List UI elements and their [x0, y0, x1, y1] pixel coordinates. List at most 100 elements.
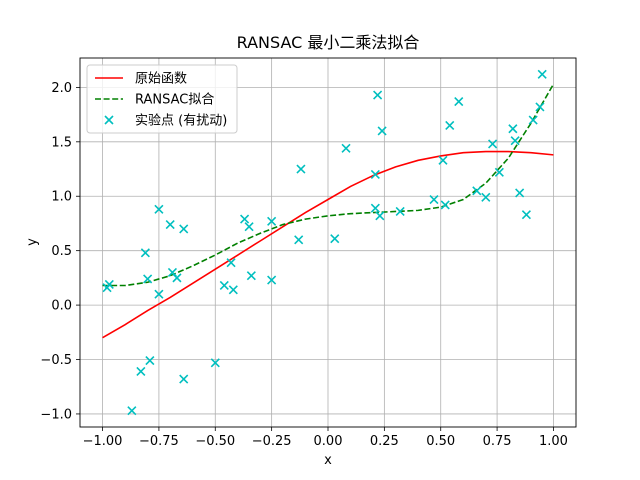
y-tick-label: −0.5: [40, 353, 72, 368]
data-point-stroke: [104, 279, 114, 289]
data-point: [508, 124, 518, 134]
data-point: [246, 271, 256, 281]
data-point: [145, 356, 155, 366]
data-point-stroke: [537, 69, 547, 79]
data-point-stroke: [521, 210, 531, 220]
data-point-stroke: [494, 167, 504, 177]
data-point: [127, 406, 137, 416]
data-point: [296, 164, 306, 174]
data-point-stroke: [228, 285, 238, 295]
data-point: [375, 211, 385, 221]
legend-label: 实验点 (有扰动): [135, 113, 227, 129]
y-axis-label: y: [25, 238, 40, 246]
data-point-stroke: [373, 90, 383, 100]
x-tick-label: −0.25: [252, 434, 292, 449]
data-point: [370, 169, 380, 180]
data-point-stroke: [528, 115, 538, 125]
data-point: [136, 366, 146, 377]
data-point-stroke: [438, 155, 448, 165]
data-point-stroke: [127, 406, 137, 416]
data-point-stroke: [219, 280, 229, 291]
y-tick-label: 0.0: [51, 299, 72, 314]
y-tick-label: −1.0: [40, 407, 72, 422]
legend-label: 原始函数: [135, 72, 187, 87]
x-tick-label: 0.75: [483, 434, 512, 449]
data-point: [373, 90, 383, 100]
data-point-stroke: [445, 120, 455, 131]
data-point-stroke: [330, 234, 340, 244]
data-point-stroke: [240, 214, 250, 224]
data-point: [267, 275, 277, 285]
data-point: [172, 273, 182, 283]
data-point-stroke: [370, 169, 380, 180]
data-point-stroke: [244, 222, 254, 232]
data-point-stroke: [535, 102, 545, 112]
data-point: [104, 279, 114, 289]
data-point: [494, 167, 504, 177]
series-line-0: [102, 150, 554, 339]
data-point-stroke: [481, 192, 491, 202]
x-axis-label: x: [324, 453, 332, 468]
data-point: [521, 210, 531, 220]
data-point: [528, 115, 538, 125]
data-point-stroke: [210, 358, 220, 368]
x-tick-label: −0.50: [195, 434, 235, 449]
data-point: [154, 289, 164, 299]
data-point-stroke: [377, 126, 387, 136]
y-tick-label: 1.0: [51, 190, 72, 205]
data-point: [179, 374, 189, 384]
data-point: [481, 192, 491, 202]
data-point-stroke: [429, 194, 439, 205]
data-point-stroke: [167, 267, 178, 277]
x-tick-label: 0.25: [370, 434, 399, 449]
data-point-stroke: [165, 219, 175, 230]
y-tick-label: 2.0: [51, 81, 72, 96]
data-point: [143, 274, 153, 284]
data-point: [440, 200, 450, 210]
data-point: [535, 102, 545, 112]
data-point-stroke: [172, 273, 182, 283]
data-point: [244, 222, 254, 232]
data-point: [210, 358, 220, 368]
data-point: [219, 280, 229, 291]
data-point-stroke: [136, 366, 146, 377]
data-point: [537, 69, 547, 79]
data-point: [179, 224, 189, 234]
data-point: [510, 136, 520, 146]
data-point-stroke: [488, 139, 498, 149]
data-point: [267, 216, 277, 226]
y-tick-label: 0.5: [51, 244, 72, 259]
data-point-stroke: [154, 204, 164, 214]
data-point-stroke: [246, 271, 256, 281]
chart-title: RANSAC 最小二乘法拟合: [237, 33, 420, 52]
x-tick-label: −1.00: [83, 434, 123, 449]
data-point: [370, 203, 380, 213]
data-point-stroke: [143, 274, 153, 284]
data-point-stroke: [472, 186, 482, 196]
data-point: [330, 234, 340, 244]
data-point: [294, 235, 304, 245]
x-tick-label: −0.75: [139, 434, 179, 449]
data-point: [165, 219, 175, 230]
data-point-stroke: [179, 374, 189, 384]
data-point-stroke: [154, 289, 164, 299]
data-point-stroke: [145, 356, 155, 366]
data-point-stroke: [395, 206, 405, 217]
data-point: [226, 258, 236, 268]
data-point-stroke: [179, 224, 189, 234]
data-point-stroke: [370, 203, 380, 213]
data-point-stroke: [454, 96, 464, 107]
data-point: [395, 206, 405, 217]
legend-box: [86, 64, 238, 134]
data-point: [472, 186, 482, 196]
y-tick-label: 1.5: [51, 135, 72, 150]
legend-label: RANSAC拟合: [135, 93, 214, 108]
data-point-stroke: [375, 211, 385, 221]
data-point: [240, 214, 250, 224]
data-point-stroke: [140, 248, 150, 258]
data-point: [377, 126, 387, 136]
data-point-stroke: [515, 188, 525, 198]
data-point: [438, 155, 448, 165]
